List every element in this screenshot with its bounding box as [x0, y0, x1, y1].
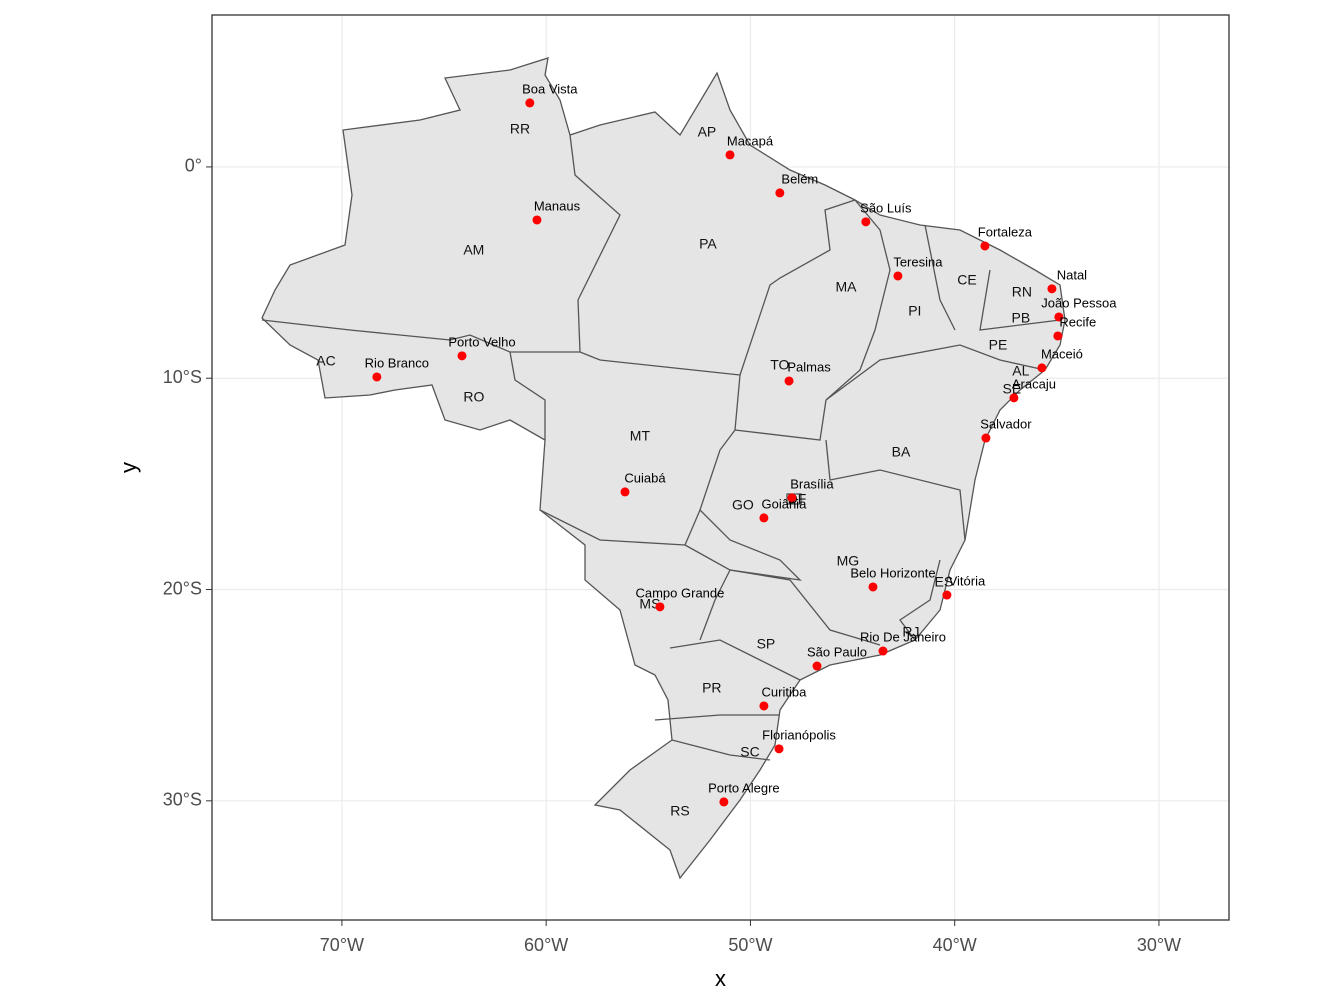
city-point [457, 351, 467, 361]
state-label: RJ [902, 624, 919, 640]
city-label: Florianópolis [762, 727, 836, 742]
city-point [1037, 363, 1047, 373]
city-label: Macapá [727, 133, 774, 148]
city-label: Porto Alegre [708, 780, 780, 795]
city-label: Vitória [949, 573, 986, 588]
city-point [981, 433, 991, 443]
y-tick-label: 20°S [163, 578, 202, 598]
state-label: RS [670, 803, 689, 819]
y-tick-label: 10°S [163, 367, 202, 387]
state-label: AM [463, 242, 484, 258]
city-label: Natal [1057, 267, 1087, 282]
city-point [942, 590, 952, 600]
city-label: Teresina [893, 254, 943, 269]
state-label: PE [989, 337, 1008, 353]
y-tick-label: 0° [185, 156, 202, 176]
city-label: Salvador [980, 416, 1032, 431]
y-tick-label: 30°S [163, 790, 202, 810]
state-label: SP [757, 636, 776, 652]
state-label: SC [740, 744, 759, 760]
city-label: Rio Branco [365, 355, 429, 370]
state-label: MA [836, 279, 858, 295]
x-tick-label: 70°W [320, 935, 364, 955]
state-label: SE [1003, 381, 1022, 397]
city-label: São Paulo [807, 644, 867, 659]
state-label: AC [316, 353, 335, 369]
state-label: PB [1012, 310, 1031, 326]
city-point [1009, 393, 1019, 403]
y-axis-title: y [116, 462, 141, 473]
city-point [725, 150, 735, 160]
city-point [759, 513, 769, 523]
state-label: PI [908, 303, 921, 319]
city-point [759, 701, 769, 711]
state-label: MT [630, 428, 651, 444]
city-point [655, 602, 665, 612]
state-label: TO [770, 357, 789, 373]
city-label: Aracaju [1012, 376, 1056, 391]
x-axis-title: x [715, 966, 726, 991]
city-label: Porto Velho [448, 334, 515, 349]
city-point [372, 372, 382, 382]
state-borders [261, 134, 1061, 761]
city-label: Belém [781, 171, 818, 186]
city-label: Brasília [790, 476, 834, 491]
state-label: AP [698, 124, 717, 140]
state-label: ES [935, 574, 954, 590]
city-label: João Pessoa [1041, 295, 1117, 310]
x-tick-label: 50°W [728, 935, 772, 955]
state-label: RR [510, 121, 530, 137]
city-point [878, 646, 888, 656]
city-label: Maceió [1041, 346, 1083, 361]
city-point [861, 217, 871, 227]
country-outline [261, 57, 1066, 880]
city-label: Palmas [787, 359, 831, 374]
city-point [719, 797, 729, 807]
state-label: PR [702, 680, 721, 696]
city-point [1047, 284, 1057, 294]
city-point [620, 487, 630, 497]
state-label: BA [892, 444, 911, 460]
city-point [1054, 312, 1064, 322]
city-point [980, 241, 990, 251]
x-tick-label: 40°W [933, 935, 977, 955]
city-point [1053, 331, 1063, 341]
city-label: Belo Horizonte [850, 565, 935, 580]
state-label: MS [639, 596, 660, 612]
city-label: Campo Grande [635, 585, 724, 600]
city-point [868, 582, 878, 592]
city-label: Goiânia [761, 496, 807, 511]
state-label: CE [957, 272, 976, 288]
city-label: Cuiabá [624, 470, 666, 485]
city-label: Manaus [534, 198, 581, 213]
city-label: Recife [1059, 314, 1096, 329]
city-point [787, 493, 797, 503]
state-label: PA [699, 236, 717, 252]
state-label: GO [732, 497, 754, 513]
x-tick-label: 60°W [524, 935, 568, 955]
city-label: Fortaleza [978, 224, 1033, 239]
state-label: RN [1012, 284, 1032, 300]
city-point [775, 188, 785, 198]
city-label: Curitiba [762, 684, 808, 699]
city-label: São Luís [860, 200, 912, 215]
city-point [774, 744, 784, 754]
state-label: MG [837, 553, 860, 569]
state-label: AL [1012, 363, 1029, 379]
city-label: Rio De Janeiro [860, 629, 946, 644]
state-label: RO [463, 389, 484, 405]
city-label: Boa Vista [522, 81, 578, 96]
city-point [812, 661, 822, 671]
city-point [532, 215, 542, 225]
panel-border [211, 14, 1230, 921]
city-point [525, 98, 535, 108]
city-point [893, 271, 903, 281]
x-tick-label: 30°W [1137, 935, 1181, 955]
city-point [784, 376, 794, 386]
